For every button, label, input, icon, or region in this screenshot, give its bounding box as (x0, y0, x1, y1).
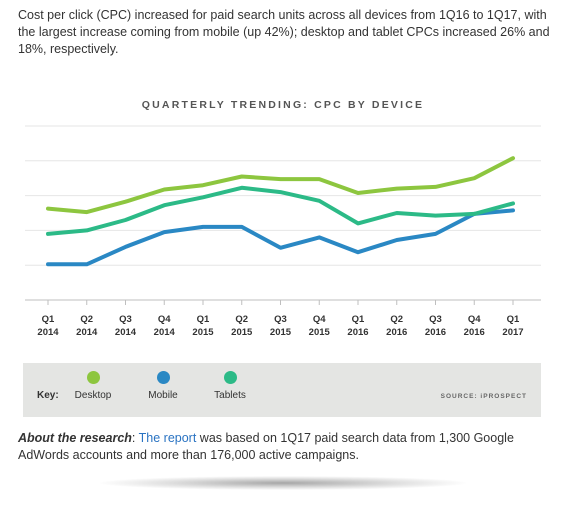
x-tick-label-quarter: Q1 (352, 314, 365, 325)
legend-dot-desktop (86, 371, 100, 384)
x-tick-label-quarter: Q2 (390, 314, 403, 325)
legend-item-tablets: Tablets (190, 371, 270, 411)
legend-label-desktop: Desktop (74, 390, 112, 401)
about-rest: was based on 1Q17 paid search data from … (18, 431, 514, 462)
x-tick-label-quarter: Q4 (468, 314, 481, 325)
x-tick-label-quarter: Q1 (507, 314, 520, 325)
x-tick-label-year: 2015 (270, 327, 292, 338)
x-tick-label-quarter: Q4 (313, 314, 326, 325)
chart-title: QUARTERLY TRENDING: CPC BY DEVICE (141, 99, 425, 111)
legend-dot-tablets (223, 371, 237, 384)
x-tick-label-year: 2015 (231, 327, 253, 338)
series-line-tablets (46, 185, 515, 236)
legend-key-label: Key: (37, 390, 59, 401)
x-tick-label-year: 2016 (347, 327, 368, 338)
about-colon: : (131, 431, 139, 445)
legend-item-mobile: Mobile (123, 371, 203, 411)
x-tick-label-year: 2017 (502, 327, 523, 338)
x-tick-label-year: 2016 (464, 327, 485, 338)
x-tick-label-quarter: Q1 (197, 314, 210, 325)
x-tick-label-year: 2014 (37, 327, 59, 338)
x-tick-label-quarter: Q2 (80, 314, 93, 325)
about-paragraph: About the research: The report was based… (18, 430, 553, 464)
x-tick-label-year: 2014 (115, 327, 137, 338)
x-tick-label-year: 2014 (76, 327, 98, 338)
legend-dot-mobile (156, 371, 170, 384)
x-tick-label-year: 2014 (154, 327, 176, 338)
x-tick-label-quarter: Q3 (119, 314, 132, 325)
x-tick-label-quarter: Q1 (42, 314, 55, 325)
legend-item-desktop: Desktop (53, 371, 133, 411)
x-tick-label-quarter: Q2 (235, 314, 248, 325)
x-tick-label-quarter: Q3 (274, 314, 287, 325)
source-note: SOURCE: iPROSPECT (440, 393, 527, 400)
intro-paragraph: Cost per click (CPC) increased for paid … (18, 8, 550, 56)
report-link[interactable]: The report (138, 431, 197, 445)
series-line-mobile (46, 208, 515, 267)
line-chart: Q1 2014 Q2 2014 Q3 2014 Q4 2014 Q1 2015 Q2 2015 Q3 20… (25, 125, 541, 338)
chart-card: Cost per click (CPC) increased for paid … (18, 8, 553, 464)
legend-label-mobile: Mobile (148, 390, 178, 401)
x-tick-label-year: 2015 (309, 327, 331, 338)
x-tick-label-year: 2016 (386, 327, 407, 338)
legend-panel: Key: Desktop Mobile Tablets SOURCE: iPRO… (23, 363, 541, 417)
x-tick-label-year: 2015 (192, 327, 214, 338)
legend-label-tablets: Tablets (214, 390, 246, 401)
page-curl-shadow (100, 476, 466, 490)
x-tick-label-quarter: Q3 (429, 314, 442, 325)
about-lead: About the research (18, 431, 132, 445)
x-tick-label-quarter: Q4 (158, 314, 171, 325)
x-tick-label-year: 2016 (425, 327, 446, 338)
series-line-desktop (46, 156, 515, 215)
